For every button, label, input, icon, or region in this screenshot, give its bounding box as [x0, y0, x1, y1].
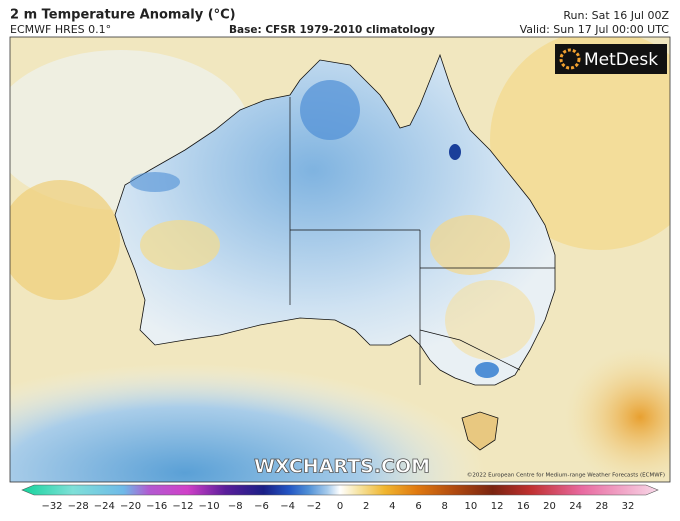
colorbar-label: 6 — [415, 501, 421, 512]
title: 2 m Temperature Anomaly (°C) — [10, 8, 236, 23]
land-anomaly — [449, 144, 461, 160]
state-borders — [289, 97, 555, 385]
colorbar-label: −28 — [68, 501, 89, 512]
run-label: Run: Sat 16 Jul 00Z — [563, 9, 669, 22]
land-anomaly — [445, 280, 535, 360]
colorbar-label: 32 — [622, 501, 635, 512]
logo-icon — [559, 48, 581, 70]
colorbar-label: −24 — [94, 501, 115, 512]
colorbar-labels: −32 −28 −24 −20 −16 −12 −10 −8 −6 −4 −2 0 2 4 6 8 10 12 16… — [41, 501, 634, 512]
colorbar-label: −4 — [280, 501, 295, 512]
ocean-anomaly — [10, 180, 120, 300]
copyright: ©2022 European Centre for Medium-range W… — [467, 472, 665, 479]
land-anomaly — [475, 362, 499, 378]
colorbar-label: 12 — [491, 501, 504, 512]
colorbar-label: −16 — [146, 501, 167, 512]
map: MetDesk WXCHARTS.COM ©2022 European Cent… — [10, 37, 670, 482]
logo-box — [555, 44, 667, 74]
australia — [114, 53, 556, 386]
subtitle: ECMWF HRES 0.1° — [10, 23, 111, 36]
colorbar-label: −6 — [254, 501, 269, 512]
colorbar-label: −2 — [306, 501, 321, 512]
colorbar-label: 0 — [337, 501, 343, 512]
valid-label: Valid: Sun 17 Jul 00:00 UTC — [520, 23, 670, 36]
colorbar-label: −32 — [41, 501, 62, 512]
watermark: WXCHARTS.COM — [254, 456, 430, 478]
colorbar-label: 10 — [465, 501, 478, 512]
land-anomaly — [430, 215, 510, 275]
ocean-area — [490, 37, 670, 250]
colorbar-label: 8 — [442, 501, 448, 512]
colorbar-label: 24 — [569, 501, 582, 512]
colorbar-label: 20 — [543, 501, 556, 512]
land-anomaly — [130, 172, 180, 192]
colorbar-label: 28 — [595, 501, 608, 512]
colorbar-label: 4 — [389, 501, 395, 512]
logo-text: MetDesk — [584, 50, 658, 70]
colorbar-label: −8 — [228, 501, 243, 512]
land-anomaly — [300, 80, 360, 140]
base-label: Base: CFSR 1979-2010 climatology — [229, 24, 435, 36]
colorbar-label: −10 — [199, 501, 220, 512]
map-frame — [9, 36, 671, 483]
tasmania — [461, 411, 499, 451]
colorbar — [21, 484, 659, 496]
colorbar-label: −12 — [172, 501, 193, 512]
land-anomaly — [140, 220, 220, 270]
colorbar-label: −20 — [120, 501, 141, 512]
colorbar-label: 16 — [517, 501, 530, 512]
colorbar-label: 2 — [363, 501, 369, 512]
